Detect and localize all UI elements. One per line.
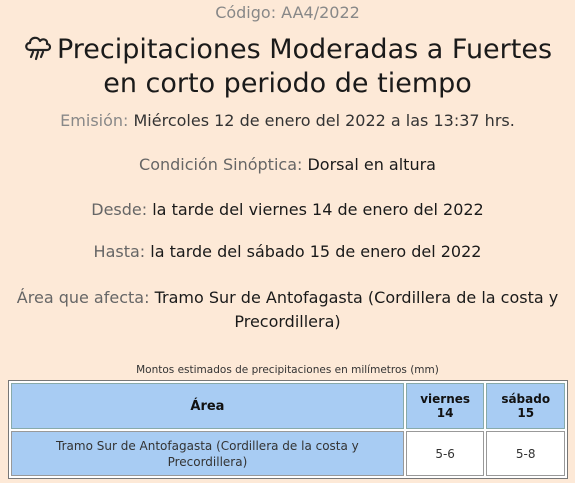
emission-value: Miércoles 12 de enero del 2022 a las 13:…	[133, 111, 515, 130]
header-day-1-name: viernes	[420, 392, 471, 406]
header-area: Área	[11, 383, 404, 429]
header-day-1-number: 14	[436, 406, 454, 420]
header-day-1: viernes 14	[405, 383, 485, 429]
condition-label: Condición Sinóptica:	[139, 155, 308, 174]
row-area: Tramo Sur de Antofagasta (Cordillera de …	[11, 431, 404, 476]
affected-area-row: Área que afecta: Tramo Sur de Antofagast…	[0, 286, 575, 334]
until-row: Hasta: la tarde del sábado 15 de enero d…	[0, 242, 575, 261]
emission-info: Emisión: Miércoles 12 de enero del 2022 …	[0, 111, 575, 130]
from-value: la tarde del viernes 14 de enero del 202…	[152, 200, 484, 219]
header-day-2: sábado 15	[486, 383, 565, 429]
row-area-line-2: Precordillera)	[167, 454, 248, 469]
condition-row: Condición Sinóptica: Dorsal en altura	[0, 155, 575, 174]
affected-area-value-2: Precordillera)	[234, 312, 341, 331]
title-line-2: en corto periodo de tiempo	[103, 68, 472, 99]
code-value: AA4/2022	[281, 3, 360, 22]
precipitation-table: Área viernes 14 sábado 15 Tramo Sur de Ant…	[8, 380, 568, 479]
warning-code: Código: AA4/2022	[0, 3, 575, 22]
rain-cloud-icon	[23, 33, 53, 61]
from-row: Desde: la tarde del viernes 14 de enero …	[0, 200, 575, 219]
row-day-1-value: 5-6	[405, 431, 485, 476]
until-label: Hasta:	[93, 242, 151, 261]
table-header-row: Área viernes 14 sábado 15	[11, 383, 565, 429]
page-title: Precipitaciones Moderadas a Fuertes en c…	[0, 33, 575, 101]
row-area-line-1: Tramo Sur de Antofagasta (Cordillera de …	[56, 438, 359, 453]
from-label: Desde:	[91, 200, 153, 219]
header-day-2-number: 15	[517, 406, 535, 420]
code-label: Código:	[215, 3, 282, 22]
table-caption: Montos estimados de precipitaciones en m…	[136, 364, 439, 376]
title-line-1: Precipitaciones Moderadas a Fuertes	[56, 34, 553, 65]
row-day-2-value: 5-8	[486, 431, 565, 476]
emission-label: Emisión:	[60, 111, 134, 130]
affected-area-value-1: Tramo Sur de Antofagasta (Cordillera de …	[154, 288, 559, 307]
condition-value: Dorsal en altura	[307, 155, 436, 174]
table-row: Tramo Sur de Antofagasta (Cordillera de …	[11, 431, 565, 476]
affected-area-label: Área que afecta:	[16, 288, 155, 307]
until-value: la tarde del sábado 15 de enero del 2022	[150, 242, 482, 261]
header-day-2-name: sábado	[501, 392, 551, 406]
